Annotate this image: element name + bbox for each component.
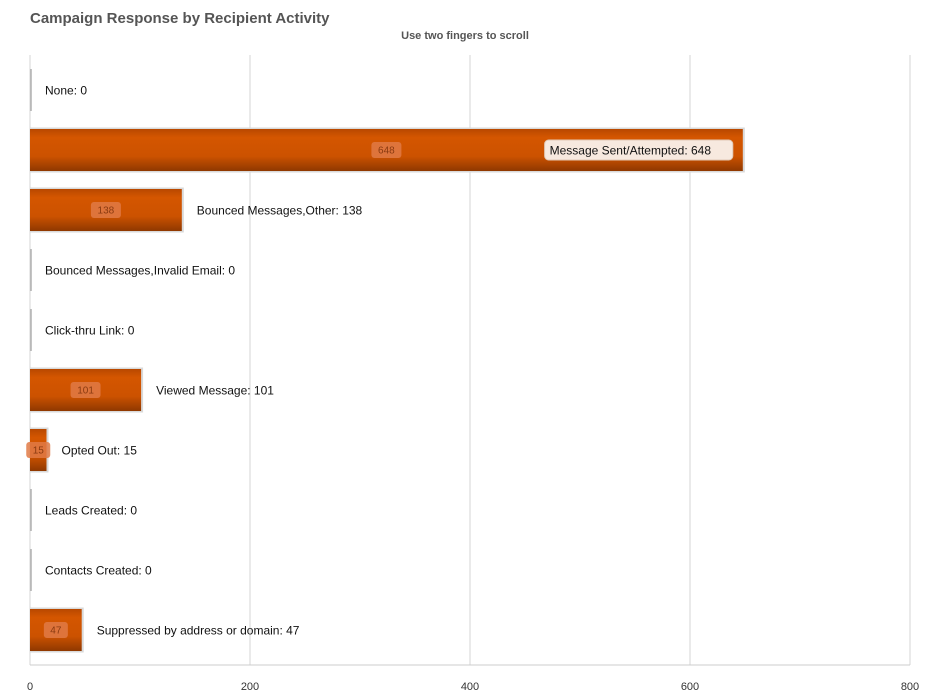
- bar-value-badge: [43, 622, 68, 638]
- category-label: Contacts Created: 0: [45, 564, 152, 578]
- x-tick-label: 800: [901, 681, 919, 693]
- x-axis: 0 200 400 600 800: [27, 664, 919, 693]
- bar-value-label: 648: [378, 146, 395, 157]
- bars: [26, 69, 745, 653]
- chart-title: Campaign Response by Recipient Activity: [30, 10, 330, 27]
- category-label: Suppressed by address or domain: 47: [97, 624, 300, 638]
- category-label: Opted Out: 15: [62, 444, 138, 458]
- bar-value-badge: [26, 442, 51, 458]
- bar-value-badge: [70, 382, 101, 398]
- bar-value-badge: [90, 202, 121, 218]
- data-labels: None: 0 648 Message Sent/Attempted: 648 138…: [33, 84, 734, 638]
- category-label: Bounced Messages,Invalid Email: 0: [45, 264, 235, 278]
- category-label: Leads Created: 0: [45, 504, 137, 518]
- category-label-badge: [544, 139, 734, 161]
- bar-value-label: 138: [98, 206, 115, 217]
- category-label: Message Sent/Attempted: 648: [550, 144, 712, 158]
- x-tick-label: 400: [461, 681, 479, 693]
- category-label: None: 0: [45, 84, 87, 98]
- chart-subtitle: Use two fingers to scroll: [401, 30, 529, 42]
- x-tick-label: 0: [27, 681, 33, 693]
- x-tick-label: 600: [681, 681, 699, 693]
- category-label: Bounced Messages,Other: 138: [197, 204, 363, 218]
- bar-value-label: 15: [33, 446, 45, 457]
- category-label: Viewed Message: 101: [156, 384, 274, 398]
- bar-value-label: 47: [50, 626, 62, 637]
- bar-value-badge: [371, 142, 402, 158]
- x-tick-label: 200: [241, 681, 259, 693]
- category-label: Click-thru Link: 0: [45, 324, 135, 338]
- bar-value-label: 101: [77, 386, 94, 397]
